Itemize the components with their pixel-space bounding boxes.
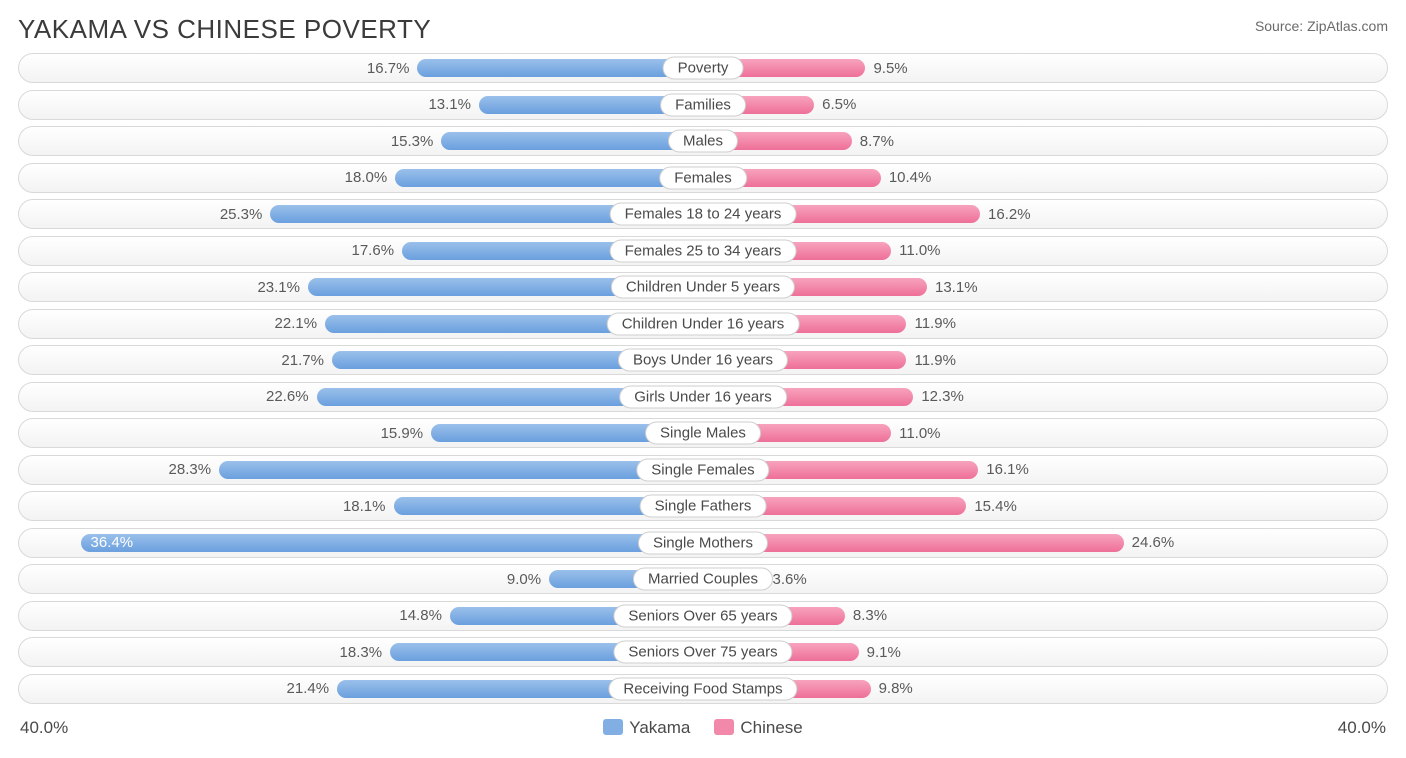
value-right: 10.4%: [881, 164, 932, 192]
category-label: Single Females: [636, 458, 769, 481]
legend-item-right: Chinese: [714, 718, 802, 738]
value-right: 12.3%: [913, 383, 964, 411]
value-right: 11.9%: [906, 310, 955, 338]
chart-row: 17.6% 11.0% Females 25 to 34 years: [18, 236, 1388, 266]
axis-max-right: 40.0%: [1338, 718, 1386, 738]
value-left: 18.1%: [343, 492, 394, 520]
value-right: 15.4%: [966, 492, 1017, 520]
value-left: 15.9%: [381, 419, 432, 447]
value-right: 6.5%: [814, 91, 856, 119]
chart-row: 18.0% 10.4% Females: [18, 163, 1388, 193]
category-label: Poverty: [663, 57, 744, 80]
category-label: Boys Under 16 years: [618, 349, 788, 372]
chart-row: 13.1% 6.5% Families: [18, 90, 1388, 120]
chart-row: 9.0%3.6%Married Couples: [18, 564, 1388, 594]
category-label: Seniors Over 65 years: [613, 604, 792, 627]
legend-label-right: Chinese: [740, 718, 802, 737]
chart-source: Source: ZipAtlas.com: [1255, 14, 1388, 34]
bar-left: [395, 169, 703, 187]
value-left: 21.7%: [281, 346, 332, 374]
category-label: Single Fathers: [640, 495, 767, 518]
bar-left: [219, 461, 703, 479]
value-right: 9.8%: [871, 675, 913, 703]
value-right: 16.1%: [978, 456, 1029, 484]
value-left: 22.6%: [266, 383, 317, 411]
value-left: 14.8%: [399, 602, 450, 630]
bar-left: [441, 132, 703, 150]
chart-row: 25.3% 16.2% Females 18 to 24 years: [18, 199, 1388, 229]
value-right: 9.5%: [865, 54, 907, 82]
chart-row: 15.9% 11.0% Single Males: [18, 418, 1388, 448]
value-right: 11.0%: [891, 237, 940, 265]
category-label: Receiving Food Stamps: [608, 677, 797, 700]
value-left: 25.3%: [220, 200, 271, 228]
legend-swatch-left: [603, 719, 623, 735]
value-left: 22.1%: [275, 310, 326, 338]
value-left: 36.4%: [81, 529, 144, 557]
chart-row: 28.3% 16.1% Single Females: [18, 455, 1388, 485]
value-right: 24.6%: [1124, 529, 1175, 557]
chart-title: YAKAMA VS CHINESE POVERTY: [18, 14, 431, 45]
category-label: Families: [660, 93, 746, 116]
legend-item-left: Yakama: [603, 718, 690, 738]
value-left: 28.3%: [169, 456, 220, 484]
chart-row: 18.1% 15.4% Single Fathers: [18, 491, 1388, 521]
category-label: Males: [668, 130, 738, 153]
category-label: Females 18 to 24 years: [610, 203, 797, 226]
value-right: 11.0%: [891, 419, 940, 447]
source-name: ZipAtlas.com: [1307, 18, 1388, 34]
value-right: 16.2%: [980, 200, 1031, 228]
category-label: Children Under 5 years: [611, 276, 795, 299]
category-label: Married Couples: [633, 568, 773, 591]
diverging-bar-chart: 16.7% 9.5% Poverty 13.1% 6.5% Families 15.3% 8.…: [0, 53, 1406, 704]
value-left: 16.7%: [367, 54, 418, 82]
chart-row: 36.4% 24.6% Single Mothers: [18, 528, 1388, 558]
category-label: Single Males: [645, 422, 761, 445]
chart-header: YAKAMA VS CHINESE POVERTY Source: ZipAtl…: [0, 0, 1406, 53]
value-right: 8.7%: [852, 127, 894, 155]
category-label: Females: [659, 166, 747, 189]
chart-row: 21.7% 11.9% Boys Under 16 years: [18, 345, 1388, 375]
category-label: Seniors Over 75 years: [613, 641, 792, 664]
legend-label-left: Yakama: [629, 718, 690, 737]
chart-row: 18.3% 9.1% Seniors Over 75 years: [18, 637, 1388, 667]
bar-left: [417, 59, 703, 77]
chart-footer: 40.0% Yakama Chinese 40.0%: [0, 710, 1406, 738]
category-label: Children Under 16 years: [607, 312, 800, 335]
category-label: Girls Under 16 years: [619, 385, 787, 408]
value-left: 18.3%: [340, 638, 391, 666]
bar-left: [81, 534, 703, 552]
value-left: 18.0%: [345, 164, 396, 192]
legend: Yakama Chinese: [603, 718, 802, 738]
chart-row: 16.7% 9.5% Poverty: [18, 53, 1388, 83]
chart-row: 22.1% 11.9% Children Under 16 years: [18, 309, 1388, 339]
axis-max-left: 40.0%: [20, 718, 68, 738]
category-label: Females 25 to 34 years: [610, 239, 797, 262]
value-right: 9.1%: [859, 638, 901, 666]
legend-swatch-right: [714, 719, 734, 735]
chart-row: 14.8% 8.3% Seniors Over 65 years: [18, 601, 1388, 631]
value-left: 15.3%: [391, 127, 442, 155]
chart-row: 22.6% 12.3% Girls Under 16 years: [18, 382, 1388, 412]
source-prefix: Source:: [1255, 18, 1307, 34]
value-left: 9.0%: [507, 565, 549, 593]
chart-row: 23.1% 13.1% Children Under 5 years: [18, 272, 1388, 302]
value-left: 23.1%: [257, 273, 308, 301]
value-left: 21.4%: [287, 675, 338, 703]
value-left: 13.1%: [428, 91, 479, 119]
value-right: 13.1%: [927, 273, 978, 301]
chart-row: 21.4% 9.8% Receiving Food Stamps: [18, 674, 1388, 704]
category-label: Single Mothers: [638, 531, 768, 554]
value-left: 17.6%: [352, 237, 403, 265]
value-right: 11.9%: [906, 346, 955, 374]
value-right: 8.3%: [845, 602, 887, 630]
chart-row: 15.3% 8.7% Males: [18, 126, 1388, 156]
